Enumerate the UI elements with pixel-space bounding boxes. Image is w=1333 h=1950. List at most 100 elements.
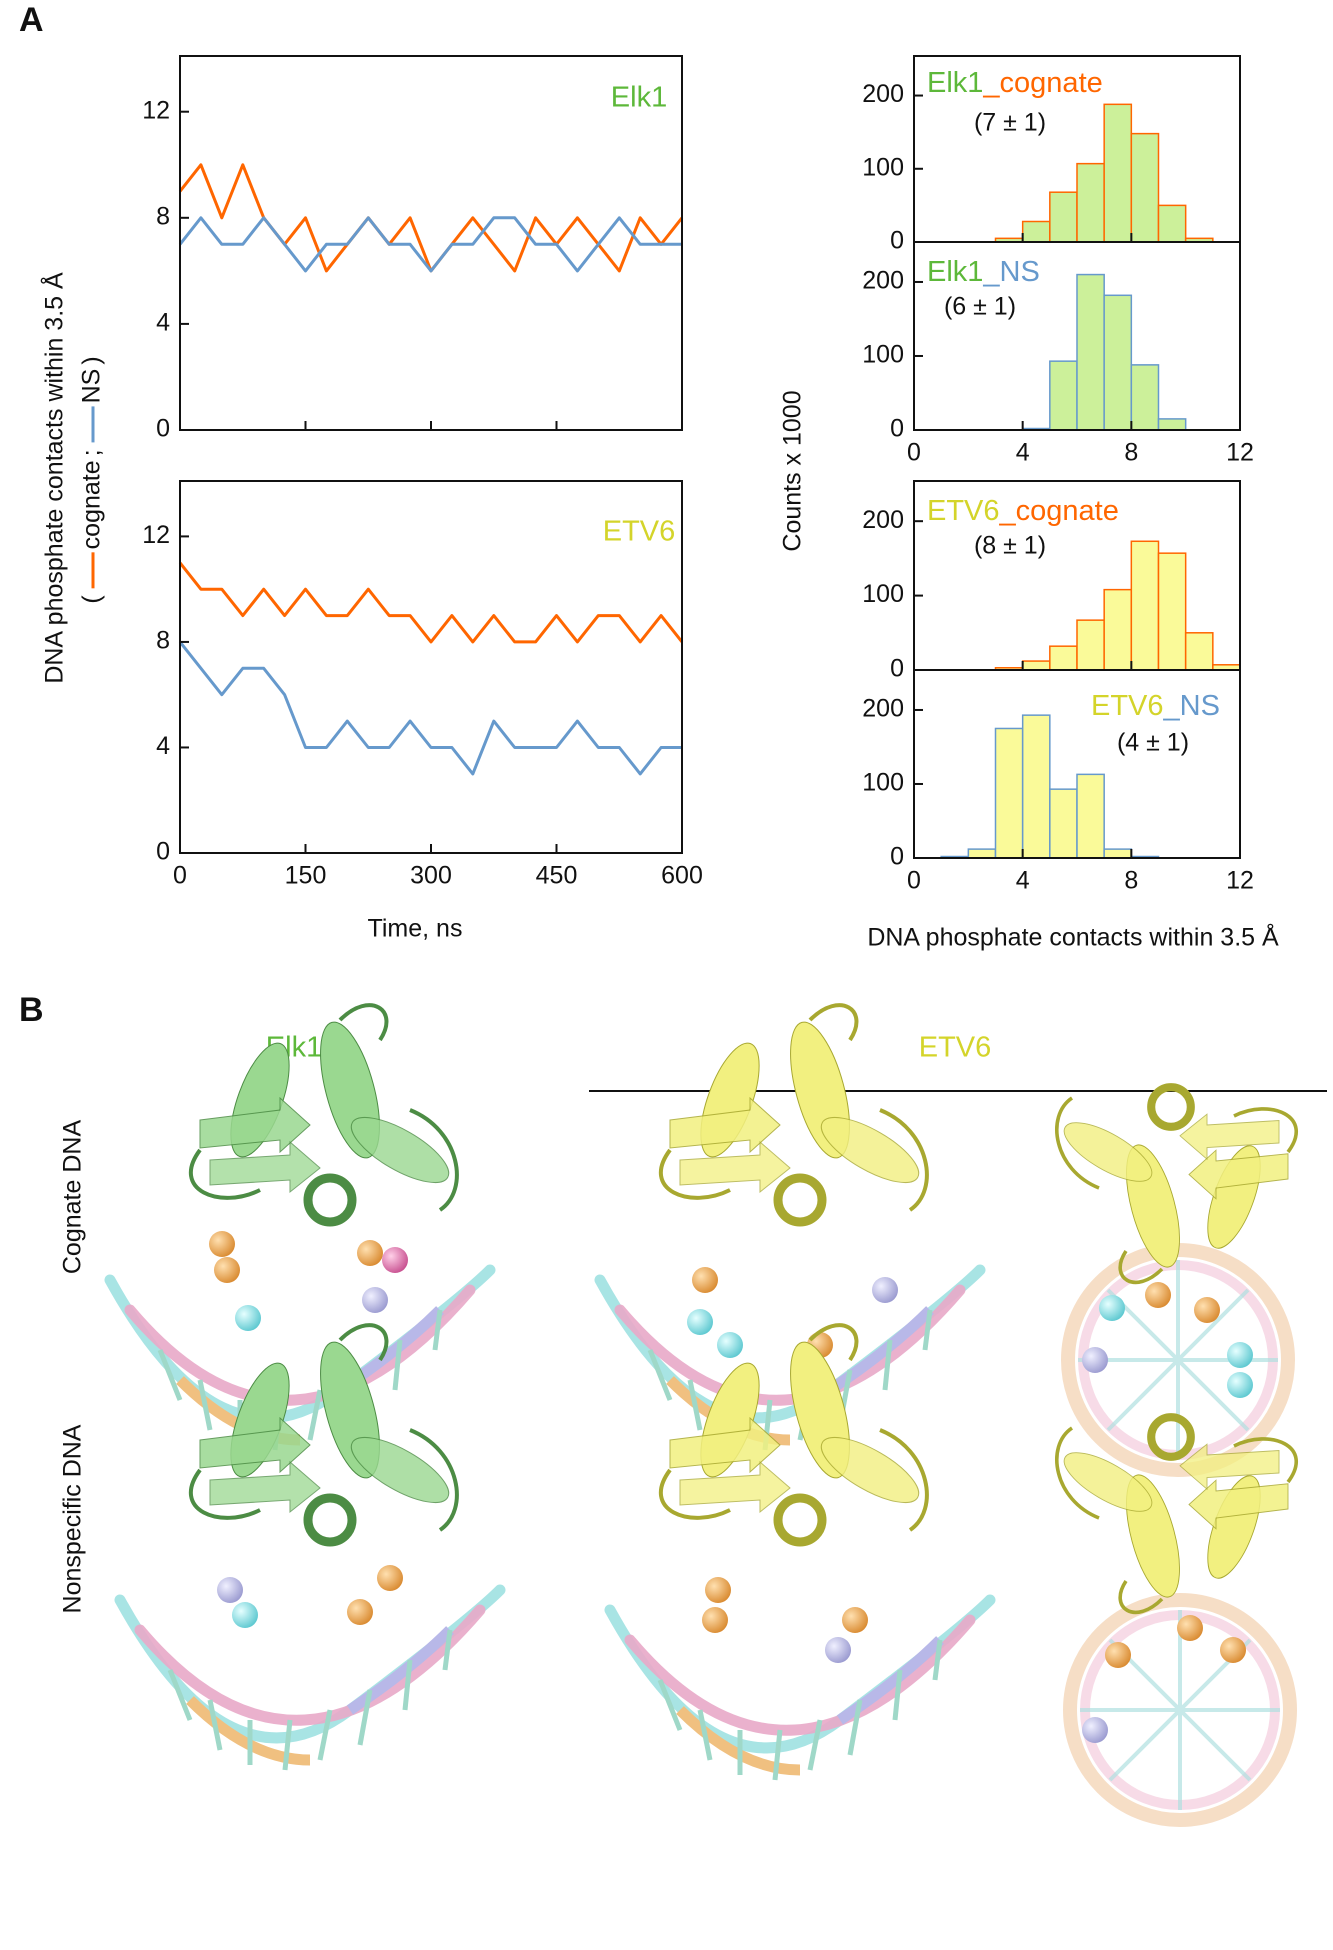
y-tick-label: 0 bbox=[156, 838, 170, 866]
y-tick-label: 0 bbox=[890, 415, 904, 443]
histogram-bar bbox=[1130, 364, 1160, 431]
contact-sphere bbox=[1099, 1295, 1125, 1321]
contact-sphere bbox=[382, 1247, 408, 1273]
y-tick-label: 0 bbox=[890, 843, 904, 871]
histogram-bar bbox=[1049, 360, 1078, 431]
chart-subtitle: (6 ± 1) bbox=[944, 293, 1016, 321]
histogram-bar bbox=[1130, 540, 1160, 671]
chart-subtitle: (7 ± 1) bbox=[974, 109, 1046, 137]
structure-elk1-cognate bbox=[110, 1005, 490, 1450]
structure-etv6-ns-end bbox=[1056, 1417, 1296, 1820]
y-axis-label: Counts x 1000 bbox=[779, 390, 807, 551]
structure-etv6-ns bbox=[610, 1325, 990, 1780]
contact-sphere bbox=[235, 1305, 261, 1331]
row-label: Nonspecific DNA bbox=[59, 1424, 87, 1613]
y-tick-label: 100 bbox=[862, 341, 904, 369]
histogram-bar bbox=[1157, 552, 1187, 671]
chart-title: ETV6_cognate bbox=[927, 495, 1119, 527]
histogram-bar bbox=[1021, 220, 1051, 243]
structure-elk1-ns bbox=[120, 1325, 500, 1770]
contact-sphere bbox=[362, 1287, 388, 1313]
chart-subtitle: (8 ± 1) bbox=[974, 532, 1046, 560]
y-tick-label: 0 bbox=[890, 227, 904, 255]
y-tick-label: 100 bbox=[862, 580, 904, 608]
x-tick-label: 450 bbox=[536, 862, 578, 890]
contact-sphere bbox=[1227, 1372, 1253, 1398]
legend-text: NS bbox=[78, 369, 106, 404]
contact-sphere bbox=[702, 1607, 728, 1633]
x-tick-label: 0 bbox=[907, 439, 921, 467]
contact-sphere bbox=[692, 1267, 718, 1293]
chart-title: Elk1 bbox=[611, 82, 667, 114]
x-tick-label: 0 bbox=[173, 862, 187, 890]
legend: (cognate; NS) bbox=[78, 356, 106, 603]
contact-sphere bbox=[1082, 1717, 1108, 1743]
x-tick-label: 300 bbox=[410, 862, 452, 890]
y-tick-label: 4 bbox=[156, 309, 170, 337]
series-line bbox=[178, 163, 684, 273]
contact-sphere bbox=[209, 1231, 235, 1257]
histogram-bar bbox=[1157, 204, 1187, 243]
chart-title: ETV6 bbox=[603, 516, 676, 548]
contact-sphere bbox=[1145, 1282, 1171, 1308]
title-part: ETV6 bbox=[927, 495, 1000, 527]
histogram-bar bbox=[1157, 418, 1187, 431]
histogram-bar bbox=[1184, 632, 1214, 671]
protein bbox=[1056, 1087, 1296, 1282]
title-part: Elk1 bbox=[927, 256, 983, 288]
contact-sphere bbox=[377, 1565, 403, 1591]
contact-sphere bbox=[357, 1240, 383, 1266]
y-tick-label: 100 bbox=[862, 153, 904, 181]
histogram-bar bbox=[1021, 660, 1051, 671]
plot-frame bbox=[913, 241, 1241, 431]
x-axis-label: DNA phosphate contacts within 3.5 Å bbox=[867, 922, 1279, 952]
contact-sphere bbox=[214, 1257, 240, 1283]
dna bbox=[120, 1590, 500, 1770]
x-tick-label: 8 bbox=[1124, 867, 1138, 895]
histogram-bar bbox=[1103, 103, 1133, 243]
y-tick-label: 8 bbox=[156, 202, 170, 230]
dna bbox=[600, 1270, 980, 1450]
x-tick-label: 12 bbox=[1226, 867, 1254, 895]
y-tick-label: 0 bbox=[156, 415, 170, 443]
protein bbox=[661, 1005, 928, 1222]
x-tick-label: 12 bbox=[1226, 439, 1254, 467]
series-line bbox=[178, 216, 682, 273]
contact-sphere bbox=[717, 1332, 743, 1358]
histogram-bar bbox=[967, 848, 997, 859]
panel-label: B bbox=[19, 991, 44, 1029]
x-tick-label: 4 bbox=[1016, 439, 1030, 467]
legend-text: cognate bbox=[78, 460, 106, 549]
chart-title: Elk1_NS bbox=[927, 256, 1040, 288]
histogram-bar bbox=[994, 727, 1024, 859]
histogram-bar bbox=[1076, 162, 1105, 243]
histogram-bar bbox=[1076, 773, 1105, 859]
histogram-bar bbox=[1049, 788, 1078, 859]
panel-label: A bbox=[19, 1, 44, 39]
structure-etv6-cognate-end bbox=[1056, 1087, 1296, 1470]
contact-sphere bbox=[705, 1577, 731, 1603]
x-tick-label: 4 bbox=[1016, 867, 1030, 895]
x-tick-label: 8 bbox=[1124, 439, 1138, 467]
contact-sphere bbox=[1082, 1347, 1108, 1373]
title-part: _cognate bbox=[999, 495, 1119, 527]
protein bbox=[191, 1325, 458, 1542]
histogram-bar bbox=[1076, 273, 1105, 431]
chart-title: Elk1_cognate bbox=[927, 67, 1103, 99]
y-tick-label: 200 bbox=[862, 80, 904, 108]
dna bbox=[610, 1600, 990, 1780]
y-axis-label: DNA phosphate contacts within 3.5 Å bbox=[39, 272, 69, 684]
histogram-bar bbox=[1049, 191, 1078, 243]
legend-text: ) bbox=[78, 356, 106, 364]
contact-sphere bbox=[687, 1309, 713, 1335]
x-tick-label: 600 bbox=[661, 862, 703, 890]
title-part: _NS bbox=[1163, 690, 1220, 722]
histogram-bar bbox=[1103, 588, 1133, 671]
title-part: _NS bbox=[982, 256, 1039, 288]
structure-etv6-cognate bbox=[600, 1005, 980, 1450]
chart-title: ETV6_NS bbox=[1091, 690, 1220, 722]
histogram-bar bbox=[1103, 294, 1133, 431]
contact-sphere bbox=[1194, 1297, 1220, 1323]
contact-sphere bbox=[825, 1637, 851, 1663]
contact-sphere bbox=[347, 1599, 373, 1625]
